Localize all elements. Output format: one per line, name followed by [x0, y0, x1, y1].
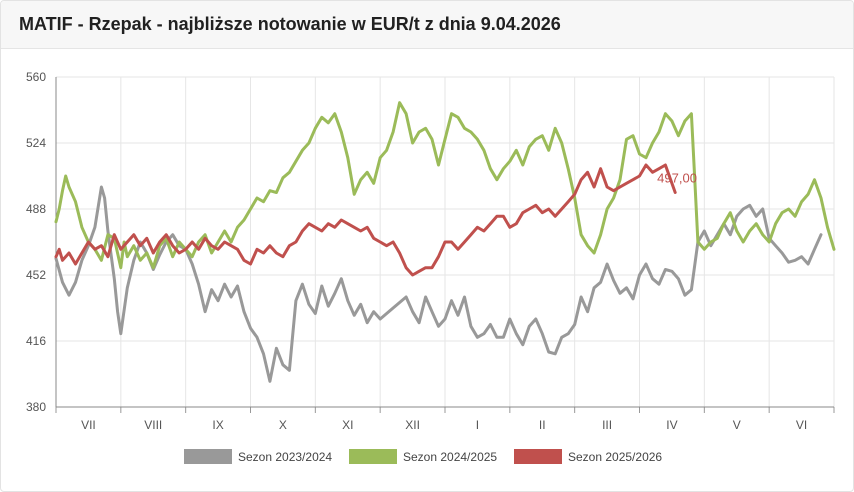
last-value-label: 497,00	[657, 171, 697, 186]
legend-swatch	[349, 449, 397, 464]
legend-label: Sezon 2025/2026	[568, 450, 662, 464]
x-tick-label: II	[539, 418, 546, 432]
x-tick-label: VI	[796, 418, 807, 432]
x-tick-label: I	[476, 418, 479, 432]
x-tick-label: XII	[405, 418, 420, 432]
y-tick-label: 452	[26, 268, 46, 282]
legend-label: Sezon 2023/2024	[238, 450, 332, 464]
legend-label: Sezon 2024/2025	[403, 450, 497, 464]
page-title: MATIF - Rzepak - najbliższe notowanie w …	[19, 14, 561, 34]
legend-swatch	[184, 449, 232, 464]
x-tick-label: III	[602, 418, 612, 432]
x-tick-label: V	[733, 418, 741, 432]
card-header: MATIF - Rzepak - najbliższe notowanie w …	[1, 1, 853, 49]
series-line-3	[54, 163, 677, 277]
y-tick-label: 560	[26, 70, 46, 84]
x-tick-label: VIII	[144, 418, 162, 432]
series-line-1	[54, 185, 823, 383]
y-tick-label: 416	[26, 334, 46, 348]
x-tick-label: X	[279, 418, 287, 432]
x-tick-label: VII	[81, 418, 96, 432]
x-tick-label: XI	[342, 418, 353, 432]
y-tick-label: 524	[26, 136, 46, 150]
series-line-2	[54, 101, 836, 270]
legend-swatch	[514, 449, 562, 464]
y-tick-label: 488	[26, 202, 46, 216]
x-tick-label: IV	[666, 418, 677, 432]
x-tick-label: IX	[212, 418, 223, 432]
y-tick-label: 380	[26, 400, 46, 414]
